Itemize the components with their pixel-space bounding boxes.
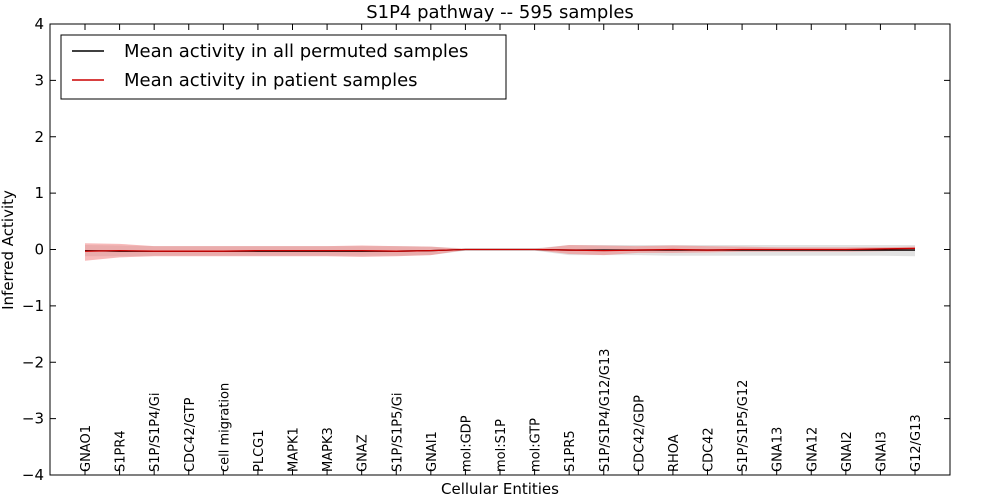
- chart-title: S1P4 pathway -- 595 samples: [366, 2, 634, 23]
- x-axis-label: Cellular Entities: [441, 480, 559, 498]
- x-tick-label: mol:GTP: [529, 418, 544, 472]
- x-tick-label: GNAI2: [840, 431, 855, 472]
- y-tick-label: 3: [34, 71, 44, 89]
- x-tick-label: S1P/S1P4/G12/G13: [598, 349, 613, 472]
- band-patient: [85, 243, 915, 261]
- x-tick-label: S1P/S1P5/Gi: [390, 393, 405, 472]
- legend: Mean activity in all permuted samples Me…: [60, 34, 507, 100]
- x-tick-label: RHOA: [667, 434, 682, 472]
- y-axis-label: Inferred Activity: [0, 190, 17, 310]
- y-tick-label: −3: [22, 410, 44, 428]
- line-patient: [84, 247, 916, 252]
- y-tick-label: −4: [22, 466, 44, 484]
- y-tick-label: 1: [34, 184, 44, 202]
- x-tick-label: MAPK1: [287, 427, 302, 472]
- legend-label-patient: Mean activity in patient samples: [124, 70, 418, 91]
- y-axis: 4 3 2 1 0 −1 −2 −3 −4: [22, 15, 950, 484]
- legend-label-permuted: Mean activity in all permuted samples: [124, 41, 468, 62]
- y-tick-label: −2: [22, 353, 44, 371]
- y-tick-label: 0: [34, 241, 44, 259]
- x-tick-label: mol:GDP: [459, 415, 474, 472]
- x-tick-label: CDC42/GTP: [183, 397, 198, 472]
- x-tick-label: GNAI1: [425, 431, 440, 472]
- x-tick-label: S1P/S1P5/G12: [736, 380, 751, 472]
- y-tick-label: 4: [34, 15, 44, 33]
- x-tick-label: S1PR4: [114, 430, 129, 472]
- x-tick-label: G12/G13: [909, 414, 924, 472]
- x-tick-label: GNA13: [771, 427, 786, 472]
- x-tick-label: S1P/S1P4/Gi: [148, 393, 163, 472]
- x-tick-label: GNAI3: [874, 431, 889, 472]
- x-tick-label: MAPK3: [321, 427, 336, 472]
- x-tick-label: CDC42: [702, 427, 717, 472]
- x-tick-label: GNAO1: [79, 425, 94, 472]
- legend-box: [60, 34, 507, 100]
- y-tick-label: −1: [22, 297, 44, 315]
- x-tick-label: cell migration: [217, 383, 232, 472]
- series-lines: [84, 247, 916, 252]
- x-tick-label: mol:S1P: [494, 419, 509, 472]
- x-tick-label: GNAZ: [356, 434, 371, 472]
- x-axis: GNAO1 S1PR4 S1P/S1P4/Gi CDC42/GTP cell migra…: [79, 24, 924, 475]
- x-tick-label: PLCG1: [252, 429, 267, 472]
- x-tick-label: S1PR5: [563, 430, 578, 472]
- x-tick-label: CDC42/GDP: [632, 395, 647, 472]
- x-tick-label: GNA12: [805, 427, 820, 472]
- y-tick-label: 2: [34, 128, 44, 146]
- confidence-bands: [85, 243, 915, 261]
